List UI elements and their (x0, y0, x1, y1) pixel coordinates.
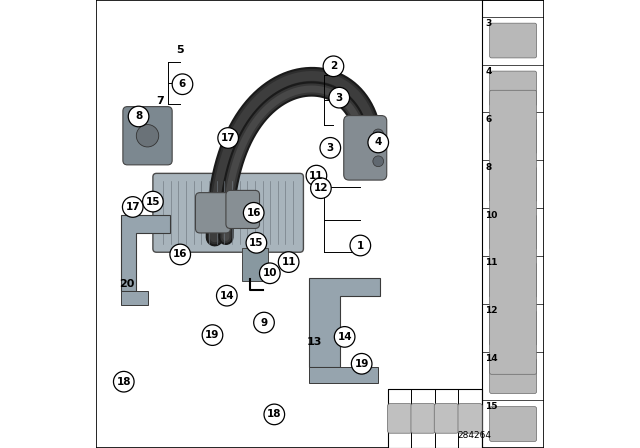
Bar (388, 389, 482, 448)
Circle shape (306, 165, 326, 186)
Circle shape (113, 371, 134, 392)
Circle shape (351, 353, 372, 374)
Text: 284264: 284264 (458, 431, 492, 440)
Circle shape (253, 312, 275, 333)
Text: 12: 12 (485, 306, 498, 315)
FancyBboxPatch shape (490, 359, 536, 393)
Text: 10: 10 (262, 268, 277, 278)
Text: 4: 4 (485, 67, 492, 76)
Text: 3: 3 (335, 93, 343, 103)
Circle shape (202, 325, 223, 345)
Text: 12: 12 (314, 183, 328, 193)
Circle shape (122, 197, 143, 217)
Polygon shape (308, 367, 378, 383)
Circle shape (278, 252, 299, 272)
Polygon shape (120, 215, 170, 291)
Text: 18: 18 (267, 409, 282, 419)
Text: 8: 8 (135, 112, 142, 121)
Polygon shape (308, 278, 380, 367)
Circle shape (323, 56, 344, 77)
Circle shape (310, 178, 332, 198)
FancyBboxPatch shape (435, 404, 458, 433)
Text: 17: 17 (125, 202, 140, 212)
Text: 11: 11 (485, 258, 498, 267)
Text: 2: 2 (330, 61, 337, 71)
Text: 11: 11 (282, 257, 296, 267)
Circle shape (260, 263, 280, 284)
Text: 19: 19 (355, 359, 369, 369)
Text: 16: 16 (246, 208, 261, 218)
FancyBboxPatch shape (490, 263, 536, 297)
FancyBboxPatch shape (490, 167, 536, 202)
Text: 18: 18 (116, 377, 131, 387)
FancyBboxPatch shape (490, 23, 536, 58)
Text: 11: 11 (309, 171, 324, 181)
FancyBboxPatch shape (490, 119, 536, 154)
FancyBboxPatch shape (490, 71, 536, 106)
FancyBboxPatch shape (242, 248, 268, 281)
Text: 3: 3 (326, 143, 334, 153)
Text: 3: 3 (485, 19, 492, 28)
FancyBboxPatch shape (226, 190, 260, 228)
Circle shape (243, 202, 264, 223)
Text: 15: 15 (249, 238, 264, 248)
FancyBboxPatch shape (490, 215, 536, 250)
Text: 7: 7 (156, 96, 164, 106)
Circle shape (143, 191, 163, 212)
Text: 4: 4 (374, 138, 382, 147)
Circle shape (136, 125, 159, 147)
FancyBboxPatch shape (411, 404, 435, 433)
Circle shape (320, 138, 340, 158)
Text: 13: 13 (307, 337, 322, 347)
Text: 14: 14 (337, 332, 352, 342)
Circle shape (246, 233, 267, 253)
FancyBboxPatch shape (344, 116, 387, 180)
FancyBboxPatch shape (195, 193, 230, 233)
Circle shape (334, 327, 355, 347)
Circle shape (350, 235, 371, 256)
Text: 6: 6 (485, 115, 492, 124)
FancyBboxPatch shape (490, 407, 536, 441)
Circle shape (329, 87, 349, 108)
FancyBboxPatch shape (458, 404, 482, 433)
Circle shape (373, 129, 383, 140)
Text: 15: 15 (485, 402, 498, 411)
Polygon shape (120, 291, 147, 305)
Text: 19: 19 (205, 330, 220, 340)
Text: 5: 5 (177, 45, 184, 55)
FancyBboxPatch shape (490, 90, 536, 374)
Text: 16: 16 (173, 250, 188, 259)
FancyBboxPatch shape (490, 311, 536, 345)
Text: 8: 8 (485, 163, 492, 172)
Text: 10: 10 (485, 211, 498, 220)
FancyBboxPatch shape (123, 107, 172, 165)
FancyBboxPatch shape (153, 173, 303, 252)
Circle shape (218, 128, 239, 148)
Text: 9: 9 (260, 318, 268, 327)
Circle shape (368, 132, 388, 153)
Circle shape (264, 404, 285, 425)
Circle shape (216, 285, 237, 306)
Circle shape (128, 106, 149, 127)
Text: 20: 20 (119, 280, 134, 289)
Text: 17: 17 (221, 133, 236, 143)
Circle shape (170, 244, 191, 265)
Text: 14: 14 (220, 291, 234, 301)
Text: 6: 6 (179, 79, 186, 89)
Circle shape (373, 156, 383, 167)
Text: 15: 15 (146, 197, 160, 207)
Text: 1: 1 (356, 241, 364, 250)
FancyBboxPatch shape (388, 404, 412, 433)
Text: 14: 14 (485, 354, 498, 363)
Circle shape (172, 74, 193, 95)
